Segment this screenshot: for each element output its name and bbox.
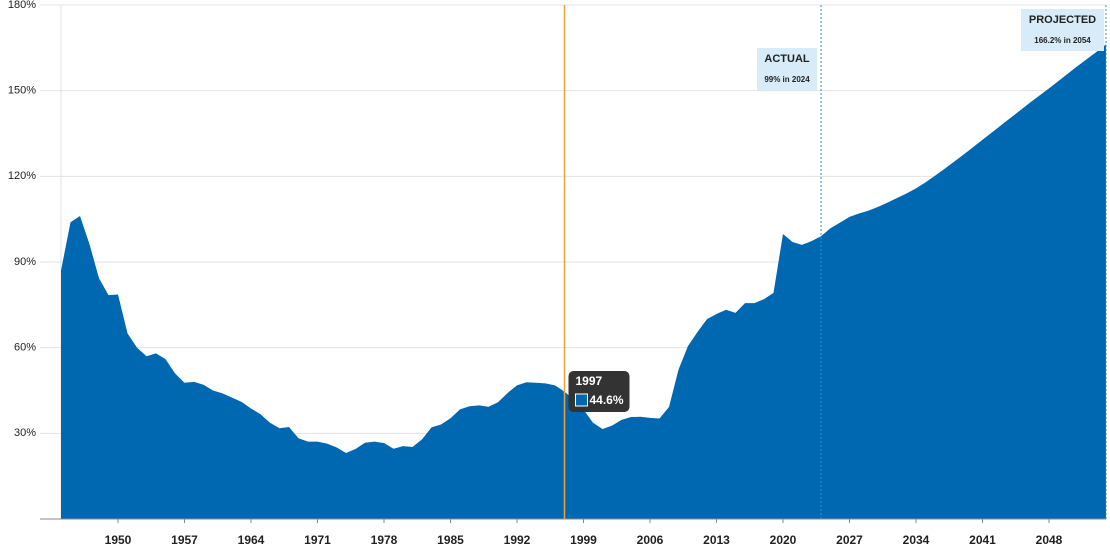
x-tick-label: 2020: [770, 533, 797, 547]
x-tick-label: 1992: [504, 533, 531, 547]
x-tick-label: 1964: [238, 533, 265, 547]
annotation-title: ACTUAL: [764, 53, 809, 65]
x-tick-label: 2034: [903, 533, 930, 547]
x-tick-label: 1971: [304, 533, 331, 547]
x-tick-label: 1978: [371, 533, 398, 547]
y-tick-label: 150%: [8, 85, 36, 97]
x-tick-label: 2027: [836, 533, 863, 547]
y-tick-label: 30%: [14, 427, 36, 439]
annotation-box: [757, 48, 817, 90]
x-tick-label: 2041: [969, 533, 996, 547]
annotation-box: [1021, 9, 1104, 51]
x-tick-label: 2006: [637, 533, 664, 547]
y-tick-label: 120%: [8, 170, 36, 182]
x-tick-label: 1950: [105, 533, 132, 547]
x-tick-label: 1985: [437, 533, 464, 547]
tooltip-title: 1997: [576, 374, 603, 388]
annotation-text: 99% in 2024: [764, 75, 810, 84]
x-tick-label: 1957: [171, 533, 198, 547]
y-tick-label: 60%: [14, 342, 36, 354]
y-tick-label: 180%: [8, 0, 36, 11]
area: [61, 44, 1106, 519]
annotation-title: PROJECTED: [1029, 14, 1096, 26]
x-tick-label: 2013: [703, 533, 730, 547]
x-tick-label: 2048: [1036, 533, 1063, 547]
tooltip-value: 44.6%: [590, 393, 624, 407]
tooltip-swatch: [575, 393, 588, 407]
x-tick-label: 1999: [570, 533, 597, 547]
y-tick-label: 90%: [14, 256, 36, 268]
annotation-text: 166.2% in 2054: [1034, 36, 1091, 45]
